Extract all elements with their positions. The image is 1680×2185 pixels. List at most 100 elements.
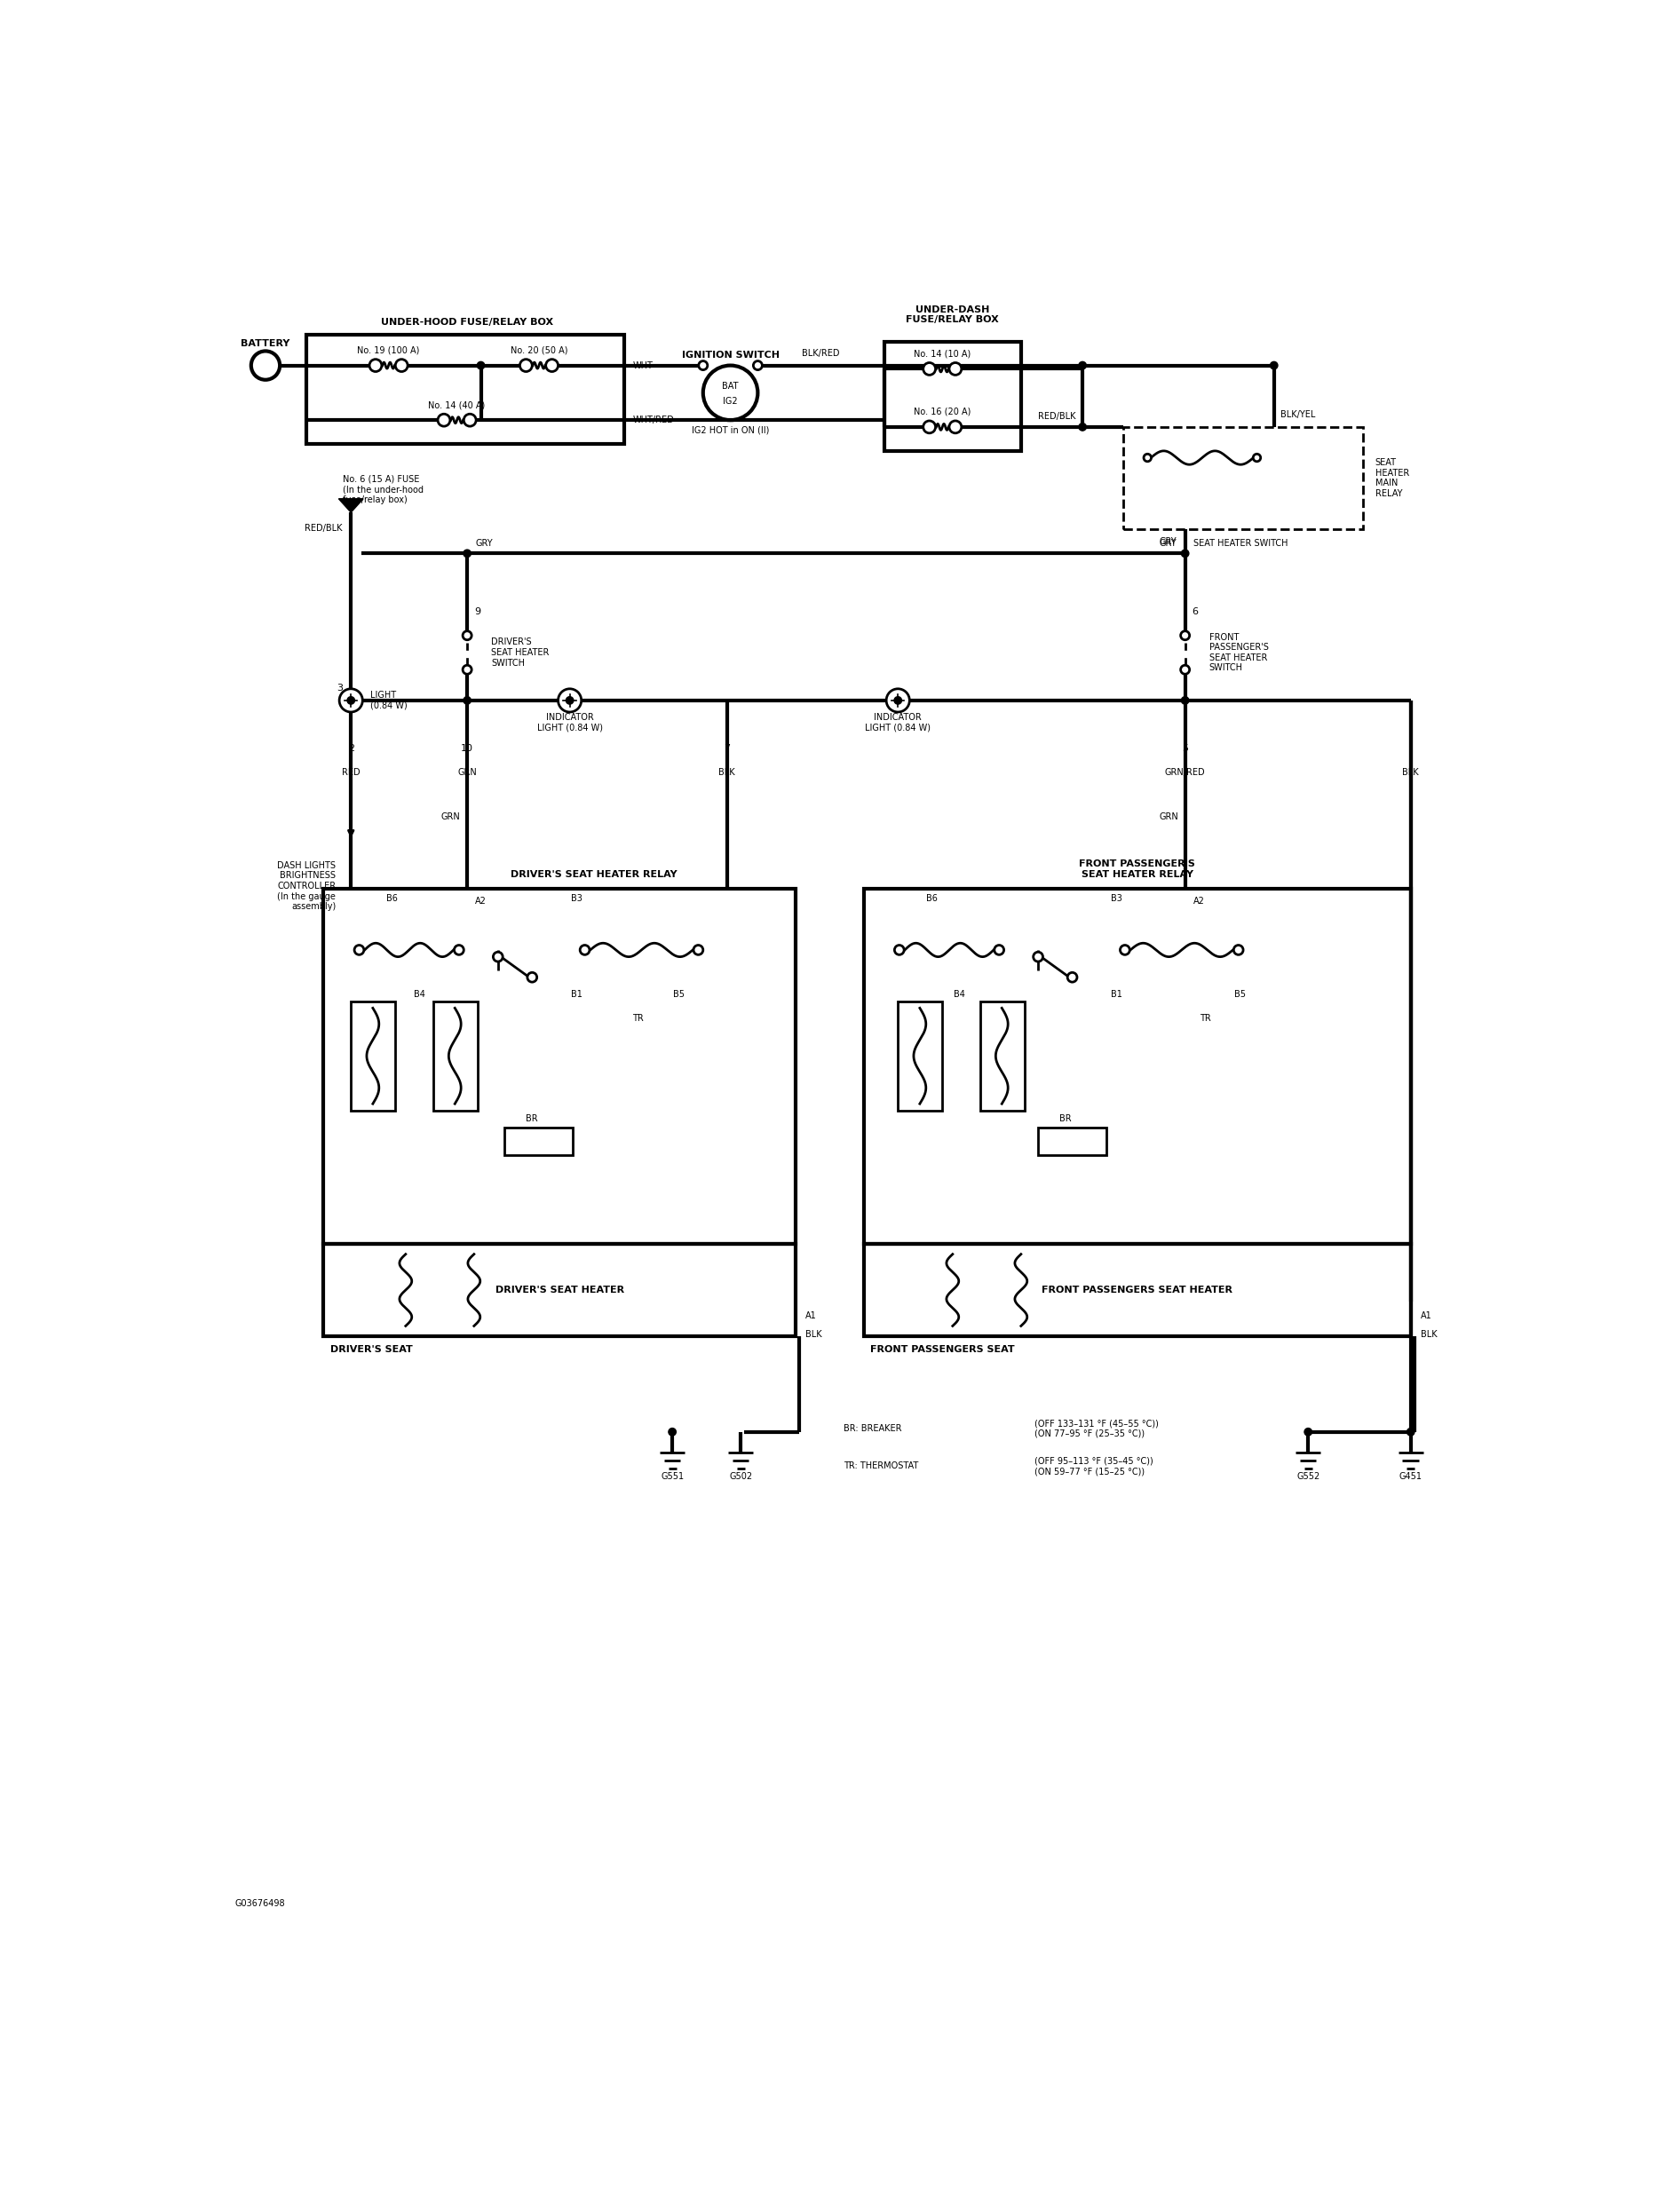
Bar	[504, 1127, 573, 1156]
Text: B5: B5	[1235, 990, 1245, 999]
Text: 3: 3	[336, 684, 343, 693]
Circle shape	[924, 363, 936, 376]
Text: IGNITION SWITCH: IGNITION SWITCH	[682, 352, 780, 361]
Text: BATTERY: BATTERY	[240, 339, 291, 347]
Circle shape	[924, 422, 936, 433]
Circle shape	[894, 697, 902, 704]
Circle shape	[1270, 363, 1278, 369]
Circle shape	[887, 688, 909, 712]
Text: DASH LIGHTS
BRIGHTNESS
CONTROLLER
(In the gauge
assembly): DASH LIGHTS BRIGHTNESS CONTROLLER (In th…	[277, 861, 336, 911]
Text: BLK: BLK	[1421, 1331, 1438, 1339]
Circle shape	[1181, 697, 1189, 704]
Text: BLK: BLK	[719, 767, 736, 776]
Text: TR: TR	[1200, 1014, 1211, 1023]
Text: RED/BLK: RED/BLK	[1038, 413, 1075, 422]
Circle shape	[462, 664, 472, 675]
Text: B3: B3	[1110, 894, 1122, 902]
Circle shape	[1033, 953, 1043, 961]
Circle shape	[546, 358, 558, 371]
Text: B6: B6	[386, 894, 398, 902]
Circle shape	[995, 946, 1005, 955]
Text: B1: B1	[1110, 990, 1122, 999]
Circle shape	[699, 361, 707, 369]
Bar	[897, 1001, 942, 1110]
Text: A2: A2	[475, 896, 487, 905]
Text: G03676498: G03676498	[235, 1899, 286, 1908]
Text: G451: G451	[1399, 1473, 1423, 1481]
Circle shape	[566, 697, 573, 704]
Text: GRN: GRN	[457, 767, 477, 776]
Text: B1: B1	[571, 990, 583, 999]
Circle shape	[464, 697, 470, 704]
Text: UNDER-HOOD FUSE/RELAY BOX: UNDER-HOOD FUSE/RELAY BOX	[381, 319, 553, 328]
Text: No. 14 (10 A): No. 14 (10 A)	[914, 350, 971, 358]
Circle shape	[1181, 631, 1189, 640]
Circle shape	[1406, 1429, 1415, 1436]
Circle shape	[1181, 551, 1189, 557]
Text: DRIVER'S SEAT HEATER RELAY: DRIVER'S SEAT HEATER RELAY	[511, 870, 677, 878]
Text: G552: G552	[1297, 1473, 1320, 1481]
Circle shape	[438, 413, 450, 426]
Text: No. 19 (100 A): No. 19 (100 A)	[358, 345, 420, 354]
Text: BAT: BAT	[722, 382, 739, 391]
Text: A2: A2	[1193, 896, 1205, 905]
Text: RED: RED	[341, 767, 360, 776]
Circle shape	[1181, 664, 1189, 675]
Circle shape	[477, 363, 484, 369]
Bar	[864, 889, 1411, 1243]
Text: B6: B6	[926, 894, 937, 902]
Circle shape	[454, 946, 464, 955]
Circle shape	[370, 358, 381, 371]
Bar	[324, 1243, 795, 1337]
Text: DRIVER'S
SEAT HEATER
SWITCH: DRIVER'S SEAT HEATER SWITCH	[491, 638, 549, 666]
Text: BLK: BLK	[806, 1331, 822, 1339]
Text: FRONT PASSENGER'S
SEAT HEATER RELAY: FRONT PASSENGER'S SEAT HEATER RELAY	[1079, 859, 1196, 878]
Bar	[306, 334, 625, 444]
Text: RED/BLK: RED/BLK	[306, 524, 343, 533]
Text: B3: B3	[571, 894, 583, 902]
Text: TR: THERMOSTAT: TR: THERMOSTAT	[843, 1462, 917, 1471]
Circle shape	[494, 953, 502, 961]
Text: A1: A1	[1421, 1311, 1433, 1320]
Text: SEAT
HEATER
MAIN
RELAY: SEAT HEATER MAIN RELAY	[1376, 459, 1410, 498]
Circle shape	[250, 352, 281, 380]
Text: 5: 5	[1183, 743, 1188, 752]
Circle shape	[669, 1429, 675, 1436]
Text: FRONT PASSENGERS SEAT: FRONT PASSENGERS SEAT	[870, 1346, 1015, 1355]
Text: FRONT
PASSENGER'S
SEAT HEATER
SWITCH: FRONT PASSENGER'S SEAT HEATER SWITCH	[1210, 634, 1268, 673]
Circle shape	[1253, 454, 1260, 461]
Circle shape	[753, 361, 763, 369]
Circle shape	[519, 358, 533, 371]
Circle shape	[1067, 972, 1077, 981]
Text: LIGHT
(0.84 W): LIGHT (0.84 W)	[370, 690, 407, 710]
Bar	[351, 1001, 395, 1110]
Text: INDICATOR
LIGHT (0.84 W): INDICATOR LIGHT (0.84 W)	[865, 712, 931, 732]
Text: +: +	[260, 358, 270, 371]
Text: BR: BR	[526, 1114, 538, 1123]
Text: DRIVER'S SEAT HEATER: DRIVER'S SEAT HEATER	[496, 1285, 623, 1294]
Text: UNDER-DASH
FUSE/RELAY BOX: UNDER-DASH FUSE/RELAY BOX	[906, 306, 1000, 323]
Text: BLK/YEL: BLK/YEL	[1280, 411, 1315, 420]
Text: TR: TR	[632, 1014, 643, 1023]
Circle shape	[462, 631, 472, 640]
Text: WHT: WHT	[633, 361, 654, 369]
Text: (OFF 133–131 °F (45–55 °C))
(ON 77–95 °F (25–35 °C)): (OFF 133–131 °F (45–55 °C)) (ON 77–95 °F…	[1035, 1418, 1159, 1438]
Text: B4: B4	[413, 990, 425, 999]
Circle shape	[464, 413, 475, 426]
Bar	[433, 1001, 477, 1110]
Circle shape	[558, 688, 581, 712]
Text: No. 6 (15 A) FUSE
(In the under-hood
fuse/relay box): No. 6 (15 A) FUSE (In the under-hood fus…	[343, 474, 423, 505]
Text: BR: BR	[1060, 1114, 1072, 1123]
Text: BLK: BLK	[1403, 767, 1420, 776]
Circle shape	[949, 363, 961, 376]
Text: IG2 HOT in ON (II): IG2 HOT in ON (II)	[692, 426, 769, 435]
Text: GRN/RED: GRN/RED	[1164, 767, 1205, 776]
Text: 6: 6	[1191, 607, 1198, 616]
Polygon shape	[339, 498, 363, 513]
Text: No. 20 (50 A): No. 20 (50 A)	[511, 345, 568, 354]
Text: 9: 9	[474, 607, 480, 616]
Bar	[884, 341, 1021, 450]
Text: B5: B5	[674, 990, 685, 999]
Circle shape	[339, 688, 363, 712]
Bar	[864, 1243, 1411, 1337]
